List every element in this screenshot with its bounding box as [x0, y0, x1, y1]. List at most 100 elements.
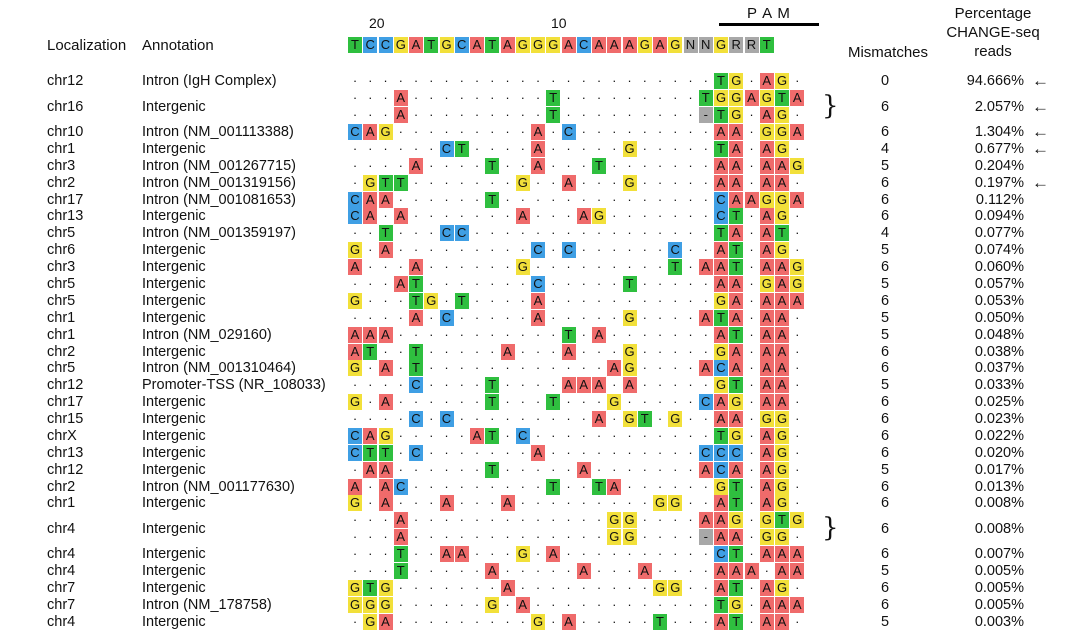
- mismatch-base: T: [485, 394, 500, 411]
- match-dot: ·: [352, 174, 358, 190]
- mismatch-base: A: [378, 394, 393, 411]
- mismatch-base: A: [775, 259, 789, 276]
- mismatch-base: C: [714, 208, 728, 225]
- read-percentage: 0.003%: [974, 613, 1024, 630]
- read-percentage: 0.038%: [974, 343, 1024, 360]
- match-dot: ·: [520, 529, 525, 545]
- match-dot: ·: [688, 225, 693, 241]
- match-dot: ·: [459, 90, 464, 106]
- mismatch-count: 6: [880, 343, 890, 360]
- match-dot: ·: [368, 107, 373, 123]
- annotation-label: Intergenic: [142, 343, 206, 360]
- match-dot: ·: [566, 309, 571, 325]
- match-dot: ·: [688, 124, 693, 140]
- mismatch-base: G: [714, 292, 728, 309]
- reference-base: G: [546, 37, 561, 53]
- match-dot: ·: [459, 394, 464, 410]
- match-dot: ·: [459, 562, 464, 578]
- match-dot: ·: [520, 242, 525, 258]
- chromosome-label: chr12: [47, 461, 84, 478]
- match-dot: ·: [535, 546, 541, 562]
- mismatch-base: C: [561, 124, 576, 141]
- match-dot: ·: [642, 444, 647, 460]
- match-dot: ·: [551, 596, 556, 612]
- match-dot: ·: [612, 124, 617, 140]
- chromosome-label: chr13: [47, 444, 84, 461]
- match-dot: ·: [581, 107, 586, 123]
- mismatch-base: G: [714, 90, 728, 107]
- mismatch-base: T: [485, 191, 500, 208]
- match-dot: ·: [444, 124, 449, 140]
- match-dot: ·: [413, 208, 419, 224]
- match-dot: ·: [749, 579, 754, 595]
- read-percentage: 0.005%: [974, 562, 1024, 579]
- match-dot: ·: [795, 478, 800, 494]
- match-dot: ·: [429, 140, 434, 156]
- mismatch-base: G: [759, 124, 774, 141]
- mismatch-count: 5: [880, 157, 890, 174]
- read-percentage: 0.094%: [974, 208, 1024, 225]
- mismatch-count: 6: [880, 478, 890, 495]
- mismatch-base: T: [378, 174, 393, 191]
- mismatch-base: C: [714, 360, 728, 377]
- mismatch-base: G: [729, 73, 744, 90]
- match-dot: ·: [749, 478, 754, 494]
- match-dot: ·: [505, 613, 510, 629]
- match-dot: ·: [642, 394, 647, 410]
- mismatch-count: 6: [880, 208, 890, 225]
- match-dot: ·: [566, 90, 571, 106]
- chromosome-label: chr4: [47, 562, 76, 579]
- match-dot: ·: [490, 259, 495, 275]
- match-dot: ·: [413, 478, 419, 494]
- match-dot: ·: [505, 124, 510, 140]
- match-dot: ·: [703, 427, 708, 443]
- match-dot: ·: [703, 579, 708, 595]
- match-dot: ·: [505, 242, 510, 258]
- mismatch-base: T: [454, 292, 469, 309]
- mismatch-base: G: [348, 495, 362, 512]
- match-dot: ·: [398, 411, 403, 426]
- match-dot: ·: [627, 191, 632, 207]
- mismatch-base: G: [363, 174, 378, 191]
- mismatch-base: A: [561, 343, 576, 360]
- match-dot: ·: [398, 495, 403, 511]
- match-dot: ·: [352, 562, 358, 578]
- match-dot: ·: [505, 90, 510, 106]
- match-dot: ·: [795, 444, 800, 460]
- mismatch-base: A: [439, 546, 454, 563]
- match-dot: ·: [612, 427, 617, 443]
- match-dot: ·: [612, 596, 617, 612]
- mismatch-base: G: [775, 124, 789, 141]
- mismatch-base: T: [668, 259, 683, 276]
- read-percentage: 0.025%: [974, 394, 1024, 411]
- mismatch-base: A: [576, 377, 591, 394]
- match-dot: ·: [368, 546, 373, 562]
- mismatch-base: A: [531, 124, 545, 141]
- match-dot: ·: [673, 124, 678, 140]
- match-dot: ·: [520, 343, 525, 359]
- match-dot: ·: [490, 613, 495, 629]
- match-dot: ·: [749, 546, 754, 562]
- match-dot: ·: [551, 529, 556, 545]
- match-dot: ·: [520, 140, 525, 156]
- match-dot: ·: [688, 208, 693, 224]
- mismatch-base: A: [714, 495, 728, 512]
- mismatch-base: C: [409, 444, 423, 461]
- match-dot: ·: [505, 377, 510, 393]
- mismatch-base: A: [714, 259, 728, 276]
- match-dot: ·: [612, 275, 617, 291]
- match-dot: ·: [566, 225, 571, 241]
- match-dot: ·: [688, 157, 693, 173]
- match-dot: ·: [612, 309, 617, 325]
- match-dot: ·: [612, 107, 617, 123]
- match-dot: ·: [490, 73, 495, 89]
- mismatch-base: C: [698, 444, 713, 461]
- match-dot: ·: [459, 495, 464, 511]
- mismatch-base: T: [622, 275, 637, 292]
- annotation-label: Intergenic: [142, 208, 206, 225]
- match-dot: ·: [627, 259, 632, 275]
- read-percentage: 0.112%: [975, 191, 1024, 208]
- mismatch-base: A: [759, 343, 774, 360]
- match-dot: ·: [795, 394, 800, 410]
